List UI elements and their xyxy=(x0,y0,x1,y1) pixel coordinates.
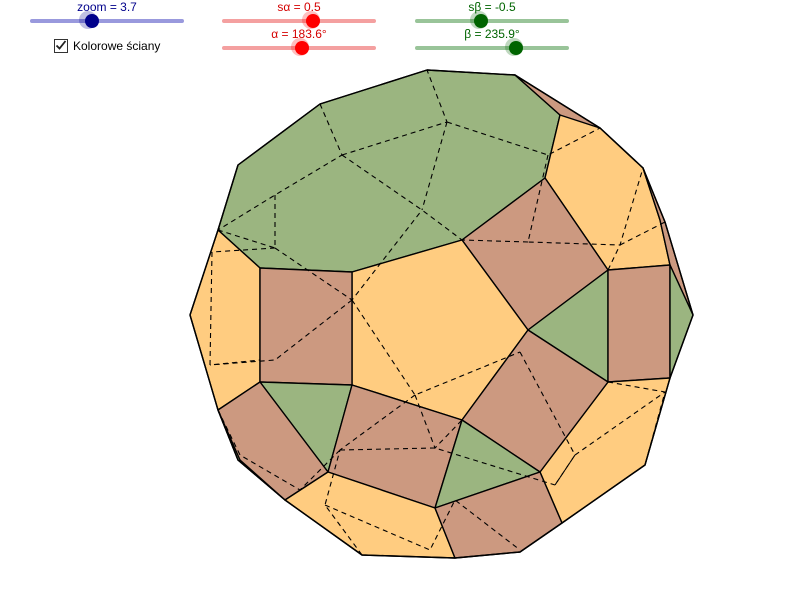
colored-faces-label: Kolorowe ściany xyxy=(73,39,161,53)
zoom-slider[interactable]: zoom = 3.7 xyxy=(30,0,184,30)
alpha-slider[interactable]: α = 183.6° xyxy=(222,27,376,57)
checkmark-icon xyxy=(55,40,67,50)
s-beta-label: sβ = -0.5 xyxy=(468,0,516,14)
polyhedron-outline xyxy=(189,69,694,559)
hidden-edges xyxy=(209,69,666,556)
face-brown-right-square xyxy=(607,264,671,383)
alpha-label: α = 183.6° xyxy=(271,27,327,41)
s-alpha-slider[interactable]: sα = 0.5 xyxy=(222,0,376,30)
s-beta-track[interactable] xyxy=(415,19,569,23)
s-alpha-label: sα = 0.5 xyxy=(277,0,321,14)
s-alpha-track[interactable] xyxy=(222,19,376,23)
alpha-thumb[interactable] xyxy=(295,41,309,55)
zoom-track[interactable] xyxy=(30,19,184,23)
zoom-thumb[interactable] xyxy=(85,14,99,28)
s-alpha-thumb[interactable] xyxy=(306,14,320,28)
s-beta-thumb[interactable] xyxy=(474,14,488,28)
s-beta-slider[interactable]: sβ = -0.5 xyxy=(415,0,569,30)
checkbox-box[interactable] xyxy=(54,39,68,53)
beta-thumb[interactable] xyxy=(509,41,523,55)
polyhedron-faces xyxy=(189,69,694,559)
beta-slider[interactable]: β = 235.9° xyxy=(415,27,569,57)
zoom-label: zoom = 3.7 xyxy=(77,0,137,14)
face-brown-left-square xyxy=(259,267,353,386)
beta-label: β = 235.9° xyxy=(464,27,520,41)
colored-faces-checkbox[interactable]: Kolorowe ściany xyxy=(54,38,160,54)
beta-track[interactable] xyxy=(415,46,569,50)
